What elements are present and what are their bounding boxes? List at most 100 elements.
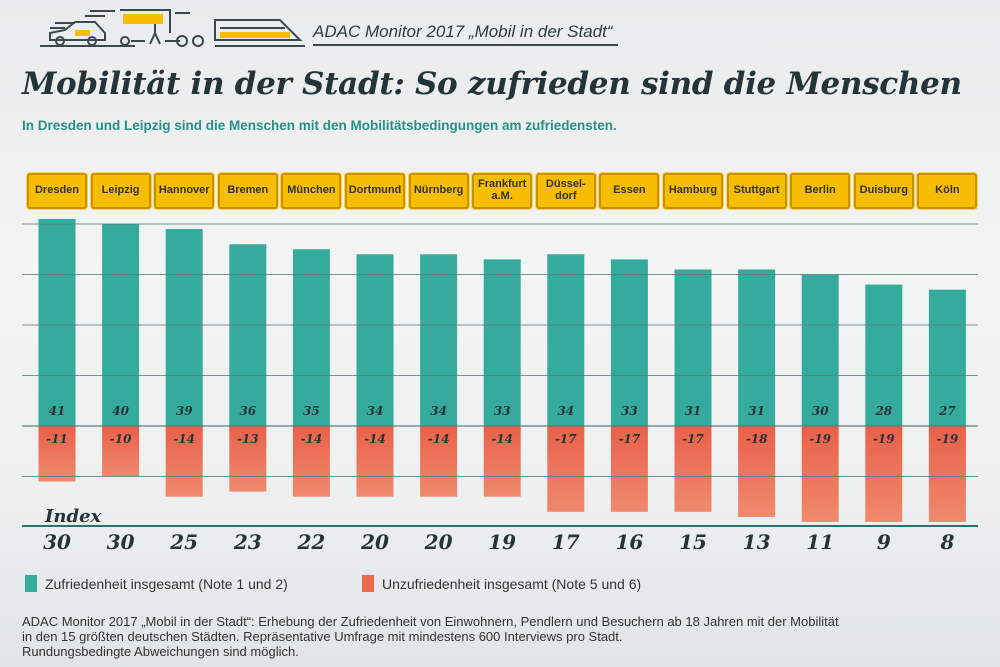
city-label: Duisburg xyxy=(853,173,914,209)
legend-item-satisfaction: Zufriedenheit insgesamt (Note 1 und 2) xyxy=(25,575,288,592)
value-label-satisfaction: 34 xyxy=(367,404,384,418)
value-label-dissatisfaction: -19 xyxy=(809,432,831,446)
value-label-dissatisfaction: -18 xyxy=(746,432,768,446)
value-label-satisfaction: 35 xyxy=(303,404,320,418)
value-label-satisfaction: 41 xyxy=(49,404,66,418)
bar-dissatisfaction xyxy=(738,426,776,517)
value-label-dissatisfaction: -14 xyxy=(173,432,195,446)
bar-dissatisfaction xyxy=(674,426,712,512)
bar-satisfaction xyxy=(928,289,966,426)
bar-satisfaction xyxy=(356,254,394,426)
index-value: 13 xyxy=(743,530,771,554)
brand-header: ADAC Monitor 2017 „Mobil in der Stadt“ xyxy=(313,22,618,46)
value-label-satisfaction: 36 xyxy=(239,404,256,418)
city-label: Bremen xyxy=(217,173,278,209)
bar-dissatisfaction xyxy=(420,426,458,497)
bar-dissatisfaction xyxy=(229,426,267,492)
index-label: Index xyxy=(44,506,102,527)
legend-item-dissatisfaction: Unzufriedenheit insgesamt (Note 5 und 6) xyxy=(362,575,641,592)
legend-label: Zufriedenheit insgesamt (Note 1 und 2) xyxy=(45,575,288,592)
bar-satisfaction xyxy=(547,254,585,426)
city-label: Berlin xyxy=(790,173,851,209)
value-label-dissatisfaction: -17 xyxy=(619,432,641,446)
footnote-line: Rundungsbedingte Abweichungen sind mögli… xyxy=(22,644,299,659)
value-label-dissatisfaction: -10 xyxy=(110,432,132,446)
bar-satisfaction xyxy=(229,244,267,426)
value-label-dissatisfaction: -17 xyxy=(682,432,704,446)
index-value: 23 xyxy=(233,530,262,554)
index-value: 15 xyxy=(679,530,707,554)
bar-dissatisfaction xyxy=(38,426,76,482)
value-label-satisfaction: 33 xyxy=(621,404,638,418)
bar-dissatisfaction xyxy=(801,426,839,522)
bar-dissatisfaction xyxy=(292,426,330,497)
bar-satisfaction xyxy=(165,229,203,426)
value-label-satisfaction: 40 xyxy=(112,404,129,418)
footnote: ADAC Monitor 2017 „Mobil in der Stadt“: … xyxy=(22,614,982,659)
index-value: 30 xyxy=(107,530,135,554)
index-value: 9 xyxy=(877,530,891,554)
footnote-line: in den 15 größten deutschen Städten. Rep… xyxy=(22,629,623,644)
value-label-dissatisfaction: -14 xyxy=(428,432,450,446)
city-label: Stuttgart xyxy=(726,173,787,209)
value-label-satisfaction: 28 xyxy=(874,404,892,418)
bar-satisfaction xyxy=(292,249,330,426)
value-label-dissatisfaction: -19 xyxy=(937,432,959,446)
bar-chart: 41 -11 30 40 -10 30 39 -14 25 36 -13 23 35 -14 22 34 -14… xyxy=(22,218,978,554)
bar-satisfaction xyxy=(38,218,76,426)
bar-satisfaction xyxy=(738,269,776,426)
legend-swatch xyxy=(362,575,374,592)
value-label-satisfaction: 39 xyxy=(176,404,193,418)
page-title: Mobilität in der Stadt: So zufrieden sin… xyxy=(22,66,962,102)
city-label: Leipzig xyxy=(90,173,151,209)
value-label-dissatisfaction: -17 xyxy=(555,432,577,446)
bar-satisfaction xyxy=(674,269,712,426)
city-label: Hamburg xyxy=(663,173,723,209)
index-value: 22 xyxy=(296,530,325,554)
value-label-satisfaction: 33 xyxy=(494,404,511,418)
city-label: Dortmund xyxy=(345,173,405,209)
bar-satisfaction xyxy=(420,254,458,426)
bar-dissatisfaction xyxy=(102,426,140,477)
transport-icons xyxy=(40,9,305,47)
index-value: 30 xyxy=(43,530,71,554)
value-label-satisfaction: 27 xyxy=(938,404,956,418)
bar-dissatisfaction xyxy=(865,426,903,522)
city-label: Düssel- dorf xyxy=(535,173,596,209)
legend-label: Unzufriedenheit insgesamt (Note 5 und 6) xyxy=(382,575,642,592)
bar-satisfaction xyxy=(483,259,521,426)
city-label: Hannover xyxy=(154,173,215,209)
city-label: Essen xyxy=(599,173,660,209)
bar-dissatisfaction xyxy=(165,426,203,497)
index-value: 8 xyxy=(939,530,954,554)
city-label: Dresden xyxy=(27,173,87,209)
value-label-satisfaction: 30 xyxy=(812,404,829,418)
value-label-dissatisfaction: -11 xyxy=(46,432,68,446)
value-label-dissatisfaction: -19 xyxy=(873,432,895,446)
index-value: 20 xyxy=(424,530,453,554)
index-value: 20 xyxy=(360,530,389,554)
bar-dissatisfaction xyxy=(610,426,648,512)
value-label-satisfaction: 31 xyxy=(748,404,765,418)
index-value: 16 xyxy=(615,530,643,554)
bar-dissatisfaction xyxy=(356,426,394,497)
index-value: 19 xyxy=(488,530,516,554)
bar-dissatisfaction xyxy=(483,426,521,497)
bar-satisfaction xyxy=(865,284,903,426)
index-value: 17 xyxy=(552,530,580,554)
city-label: München xyxy=(281,173,342,209)
bar-dissatisfaction xyxy=(928,426,966,522)
value-label-dissatisfaction: -14 xyxy=(364,432,386,446)
bar-dissatisfaction xyxy=(547,426,585,512)
value-label-satisfaction: 31 xyxy=(685,404,702,418)
city-label: Frankfurt a.M. xyxy=(472,173,533,209)
value-label-dissatisfaction: -14 xyxy=(301,432,323,446)
bar-satisfaction xyxy=(610,259,648,426)
value-label-dissatisfaction: -13 xyxy=(237,432,259,446)
city-label: Köln xyxy=(917,173,978,209)
index-value: 25 xyxy=(169,530,198,554)
footnote-line: ADAC Monitor 2017 „Mobil in der Stadt“: … xyxy=(22,614,839,629)
legend-swatch xyxy=(25,575,37,592)
value-label-dissatisfaction: -14 xyxy=(491,432,513,446)
value-label-satisfaction: 34 xyxy=(557,404,574,418)
